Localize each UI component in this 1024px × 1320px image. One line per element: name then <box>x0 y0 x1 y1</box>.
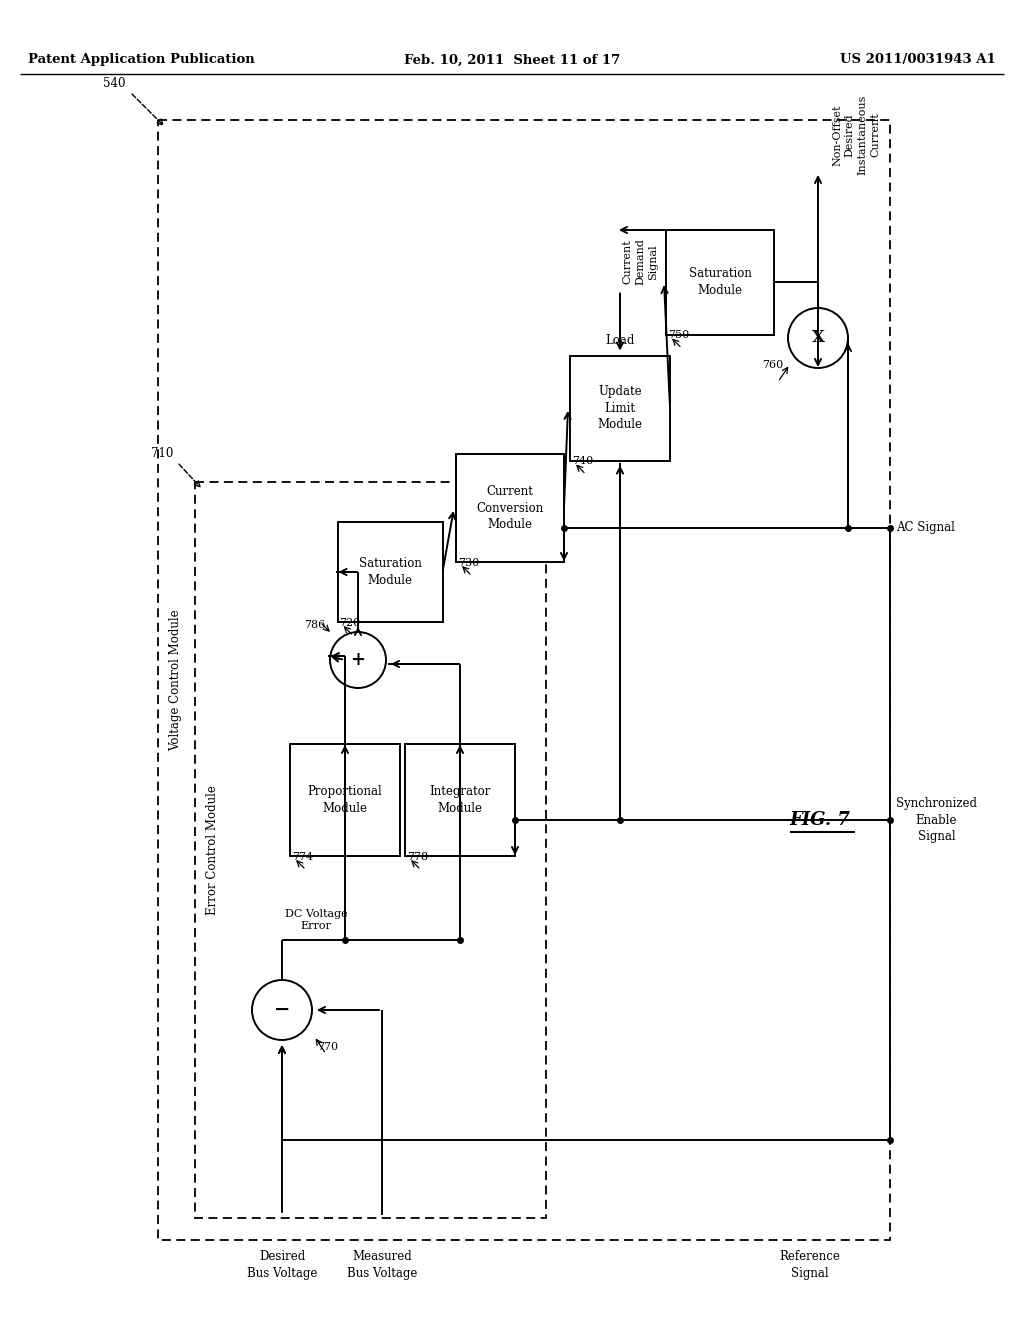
Text: Current
Demand
Signal: Current Demand Signal <box>623 239 658 285</box>
Text: Reference
Signal: Reference Signal <box>779 1250 841 1279</box>
Text: X: X <box>811 330 824 346</box>
Text: 740: 740 <box>572 457 593 466</box>
Text: 770: 770 <box>317 1041 338 1052</box>
Bar <box>666 230 774 334</box>
Text: Current
Conversion
Module: Current Conversion Module <box>476 484 544 531</box>
Bar <box>406 744 515 855</box>
Text: US 2011/0031943 A1: US 2011/0031943 A1 <box>841 54 996 66</box>
Text: Patent Application Publication: Patent Application Publication <box>28 54 255 66</box>
Text: 730: 730 <box>458 558 479 568</box>
Text: 710: 710 <box>151 447 173 459</box>
Text: Measured
Bus Voltage: Measured Bus Voltage <box>347 1250 417 1279</box>
Text: DC Voltage
Error: DC Voltage Error <box>285 908 347 932</box>
Text: Feb. 10, 2011  Sheet 11 of 17: Feb. 10, 2011 Sheet 11 of 17 <box>403 54 621 66</box>
Text: Load: Load <box>605 334 635 347</box>
Text: 750: 750 <box>668 330 689 341</box>
Bar <box>158 120 890 1239</box>
Circle shape <box>788 308 848 368</box>
Text: Non-Offset
Desired
Instantaneous
Current: Non-Offset Desired Instantaneous Current <box>831 95 881 176</box>
Text: AC Signal: AC Signal <box>896 521 954 535</box>
Text: −: − <box>273 1001 290 1019</box>
Text: +: + <box>350 651 366 669</box>
Bar <box>338 521 442 622</box>
Text: 774: 774 <box>292 851 313 862</box>
Text: 778: 778 <box>407 851 428 862</box>
Text: Proportional
Module: Proportional Module <box>307 785 382 814</box>
Bar <box>195 482 546 1218</box>
Text: FIG. 7: FIG. 7 <box>790 810 851 829</box>
Text: Error Control Module: Error Control Module <box>207 785 219 915</box>
Bar <box>290 744 400 855</box>
Text: Update
Limit
Module: Update Limit Module <box>597 385 642 432</box>
Text: 540: 540 <box>103 77 126 90</box>
Circle shape <box>330 632 386 688</box>
Text: Voltage Control Module: Voltage Control Module <box>170 610 182 751</box>
Circle shape <box>252 979 312 1040</box>
Text: 786: 786 <box>304 620 325 630</box>
Bar <box>456 454 564 562</box>
Text: 720: 720 <box>340 618 360 628</box>
Text: 760: 760 <box>762 360 783 370</box>
Text: Synchronized
Enable
Signal: Synchronized Enable Signal <box>896 797 977 843</box>
Bar <box>570 355 670 461</box>
Text: Desired
Bus Voltage: Desired Bus Voltage <box>247 1250 317 1279</box>
Text: Saturation
Module: Saturation Module <box>688 267 752 297</box>
Text: Integrator
Module: Integrator Module <box>429 785 490 814</box>
Text: Saturation
Module: Saturation Module <box>358 557 422 587</box>
